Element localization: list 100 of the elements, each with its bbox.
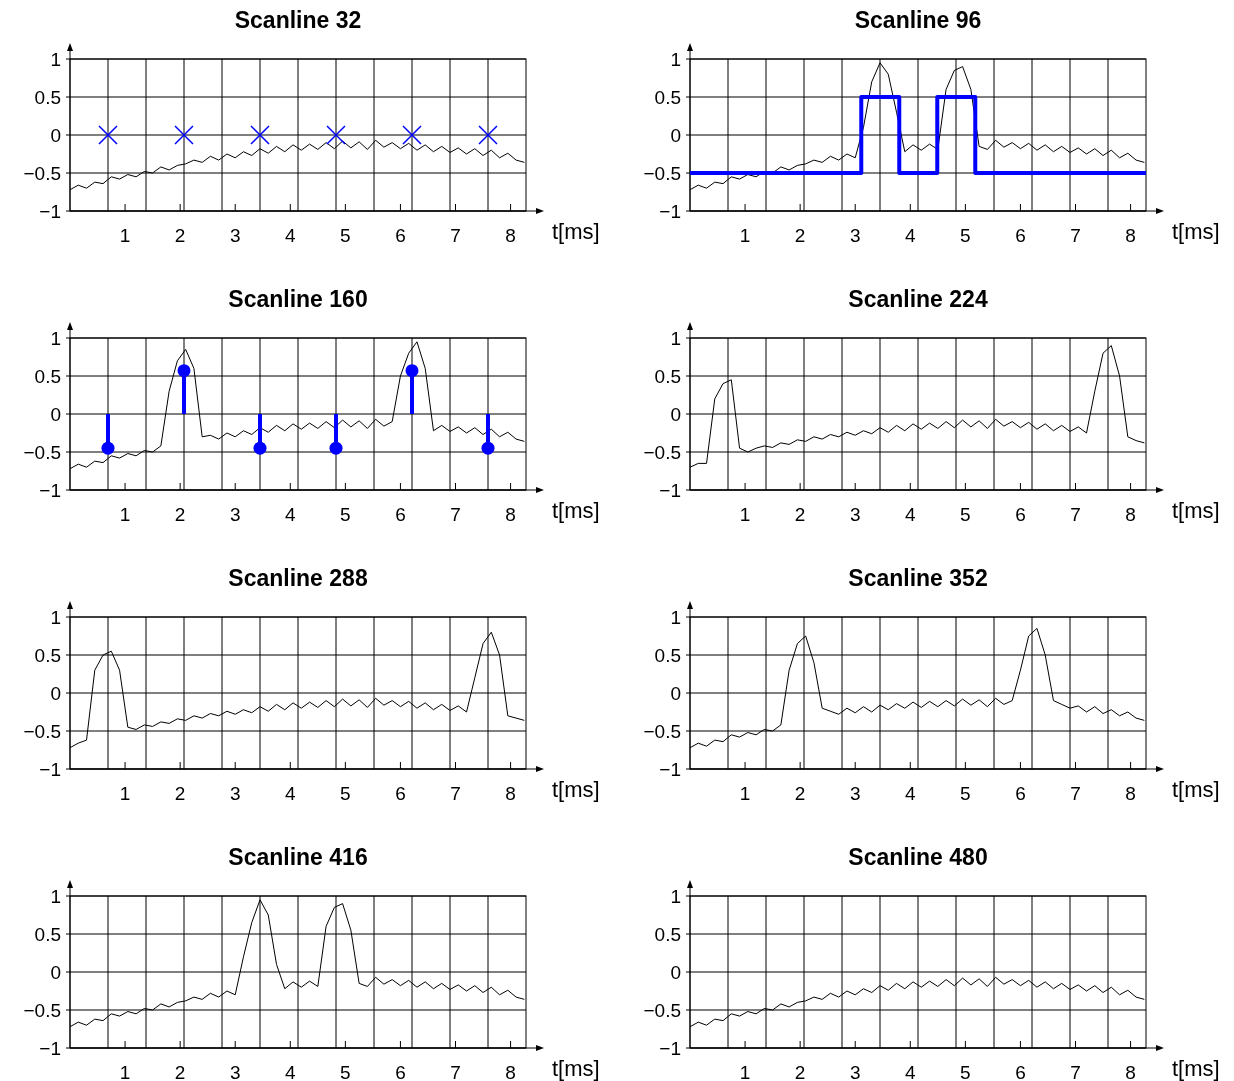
x-tick-label: 7 [1070,783,1081,804]
y-tick-label: 0.5 [34,87,61,108]
chart-title: Scanline 224 [848,286,988,312]
x-tick-label: 2 [794,504,806,525]
y-tick-label: −1 [659,201,681,222]
y-tick-label: −1 [659,1038,681,1059]
y-tick-label: −0.5 [23,442,61,463]
x-tick-label: 6 [1015,1062,1026,1081]
x-tick-label: 6 [395,504,406,525]
x-tick-label: 6 [395,1062,406,1081]
x-tick-label: 8 [1125,225,1136,246]
x-tick-label: 1 [739,504,751,525]
y-tick-label: −1 [659,480,681,501]
x-tick-label: 4 [905,225,916,246]
y-tick-label: −1 [659,759,681,780]
y-tick-label: 0 [50,404,61,425]
x-axis-title: t[ms] [552,219,600,244]
y-tick-label: 0.5 [34,645,61,666]
y-tick-label: −1 [39,1038,61,1059]
x-tick-label: 5 [960,504,971,525]
x-tick-label: 6 [395,783,406,804]
y-tick-label: 0 [670,962,681,983]
x-tick-label: 6 [1015,225,1026,246]
y-tick-label: 1 [50,886,61,907]
y-tick-label: −0.5 [643,442,681,463]
x-tick-label: 2 [794,1062,806,1081]
x-tick-label: 2 [174,225,186,246]
x-tick-label: 7 [450,225,461,246]
x-tick-label: 5 [340,225,351,246]
x-tick-label: 7 [1070,504,1081,525]
x-tick-label: 7 [450,504,461,525]
y-tick-label: −1 [39,201,61,222]
y-tick-label: 0.5 [34,924,61,945]
x-tick-label: 1 [119,783,131,804]
x-tick-label: 4 [905,783,916,804]
y-tick-label: 1 [670,49,681,70]
y-tick-label: 0 [50,125,61,146]
x-tick-label: 4 [285,225,296,246]
y-tick-label: −0.5 [23,721,61,742]
x-tick-label: 6 [395,225,406,246]
x-tick-label: 1 [739,225,751,246]
x-tick-label: 8 [505,225,516,246]
x-tick-label: 1 [119,1062,131,1081]
x-tick-label: 1 [739,1062,751,1081]
x-tick-label: 3 [849,504,861,525]
x-tick-label: 7 [450,1062,461,1081]
y-tick-label: −0.5 [643,1000,681,1021]
chart-title: Scanline 480 [848,844,988,870]
x-axis-title: t[ms] [552,1056,600,1081]
y-tick-label: −0.5 [23,163,61,184]
x-tick-label: 2 [794,783,806,804]
y-tick-label: −1 [39,759,61,780]
y-tick-label: 0 [50,683,61,704]
x-tick-label: 4 [905,1062,916,1081]
chart-title: Scanline 96 [854,7,982,33]
y-tick-label: −1 [39,480,61,501]
x-tick-label: 4 [285,783,296,804]
y-tick-label: 1 [670,886,681,907]
y-tick-label: 0.5 [654,366,681,387]
x-tick-label: 8 [1125,1062,1136,1081]
y-tick-label: 1 [50,328,61,349]
x-tick-label: 8 [1125,504,1136,525]
y-tick-label: 0.5 [654,645,681,666]
x-tick-label: 1 [119,504,131,525]
y-tick-label: 0 [50,962,61,983]
chart-title: Scanline 416 [228,844,368,870]
x-tick-label: 5 [960,225,971,246]
x-tick-label: 2 [174,504,186,525]
x-tick-label: 3 [849,225,861,246]
x-tick-label: 3 [229,504,241,525]
chart-title: Scanline 352 [848,565,988,591]
x-tick-label: 2 [794,225,806,246]
x-axis-title: t[ms] [1172,219,1220,244]
x-tick-label: 4 [285,504,296,525]
x-tick-label: 1 [119,225,131,246]
x-tick-label: 5 [340,1062,351,1081]
x-tick-label: 3 [849,1062,861,1081]
x-axis-title: t[ms] [552,777,600,802]
x-tick-label: 8 [505,504,516,525]
y-tick-label: −0.5 [643,721,681,742]
x-tick-label: 8 [505,1062,516,1081]
y-tick-label: 0.5 [654,924,681,945]
x-tick-label: 1 [739,783,751,804]
x-tick-label: 7 [1070,1062,1081,1081]
y-tick-label: 0 [670,683,681,704]
y-tick-label: 0.5 [34,366,61,387]
y-tick-label: 0 [670,404,681,425]
x-tick-label: 3 [849,783,861,804]
y-tick-label: 1 [50,607,61,628]
chart-title: Scanline 32 [234,7,362,33]
y-tick-label: 1 [50,49,61,70]
chart-title: Scanline 288 [228,565,368,591]
x-axis-title: t[ms] [1172,1056,1220,1081]
x-axis-title: t[ms] [552,498,600,523]
y-tick-label: 0 [670,125,681,146]
x-tick-label: 3 [229,1062,241,1081]
y-tick-label: 0.5 [654,87,681,108]
y-tick-label: −0.5 [23,1000,61,1021]
x-tick-label: 8 [1125,783,1136,804]
x-tick-label: 7 [450,783,461,804]
